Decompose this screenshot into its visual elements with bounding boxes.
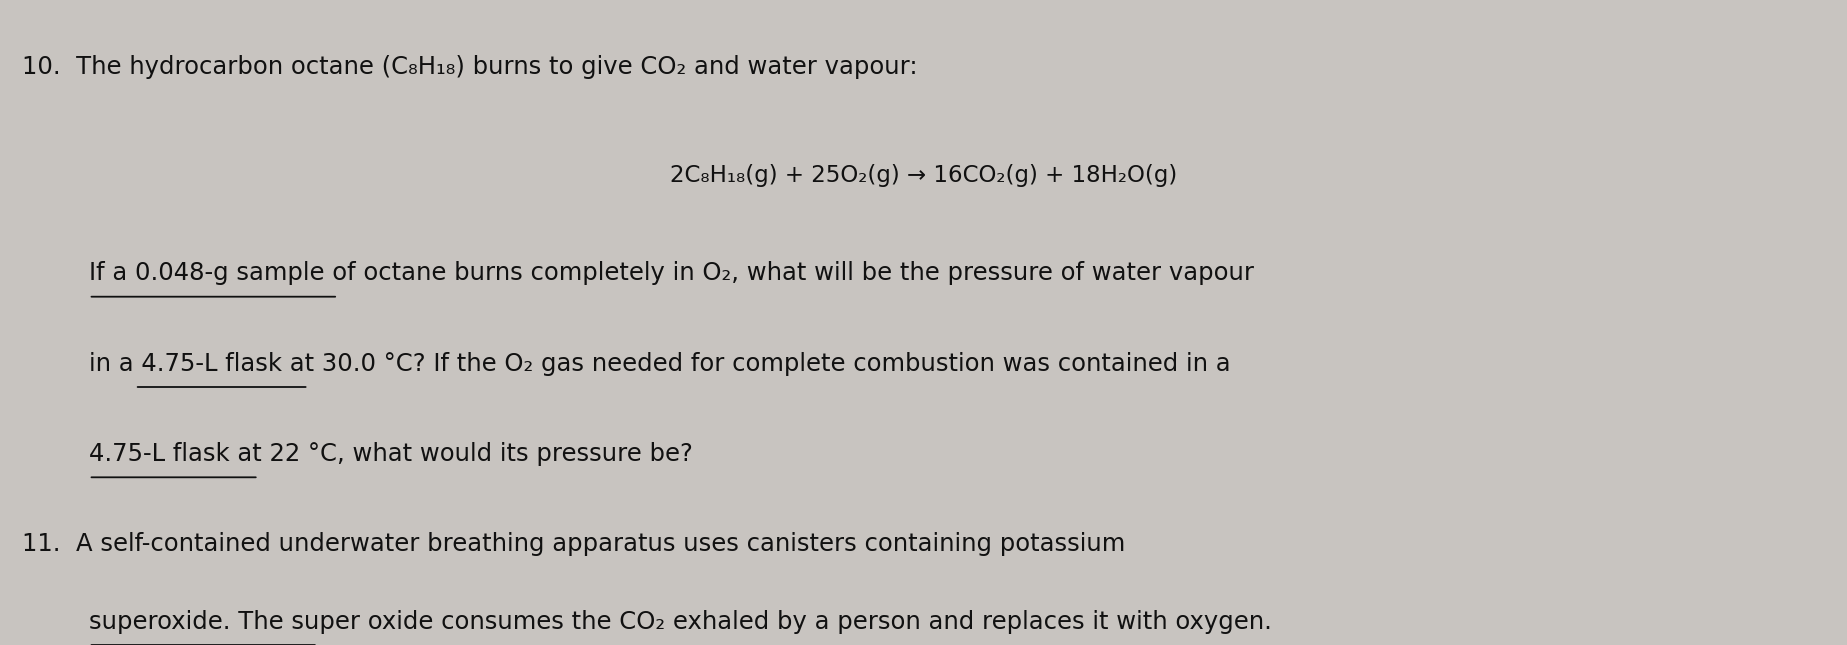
- Text: If a 0.048-g sample of octane burns completely in O₂, what will be the pressure : If a 0.048-g sample of octane burns comp…: [89, 261, 1254, 285]
- Text: 11.  A self-contained underwater breathing apparatus uses canisters containing p: 11. A self-contained underwater breathin…: [22, 532, 1125, 556]
- Text: 10.  The hydrocarbon octane (C₈H₁₈) burns to give CO₂ and water vapour:: 10. The hydrocarbon octane (C₈H₁₈) burns…: [22, 55, 918, 79]
- Text: in a 4.75-L flask at 30.0 °C? If the O₂ gas needed for complete combustion was c: in a 4.75-L flask at 30.0 °C? If the O₂ …: [89, 352, 1230, 375]
- Text: 4.75-L flask at 22 °C, what would its pressure be?: 4.75-L flask at 22 °C, what would its pr…: [89, 442, 693, 466]
- Text: superoxide. The super oxide consumes the CO₂ exhaled by a person and replaces it: superoxide. The super oxide consumes the…: [89, 610, 1271, 633]
- Text: 2C₈H₁₈(g) + 25O₂(g) → 16CO₂(g) + 18H₂O(g): 2C₈H₁₈(g) + 25O₂(g) → 16CO₂(g) + 18H₂O(g…: [670, 164, 1177, 188]
